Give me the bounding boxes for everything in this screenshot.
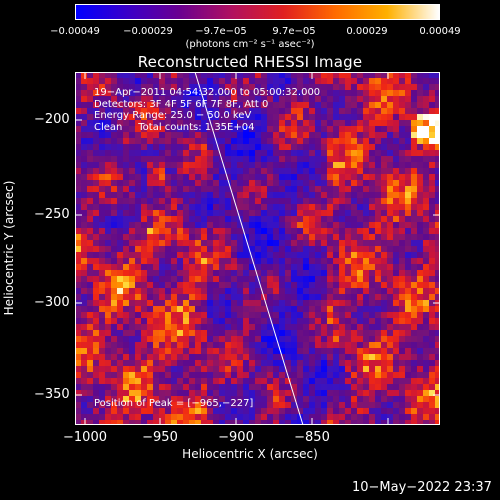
info-line-time: 19−Apr−2011 04:54:32.000 to 05:00:32.000 — [94, 87, 321, 98]
colorbar-tick-label: 0.00029 — [346, 26, 388, 37]
y-axis-title: Heliocentric Y (arcsec) — [2, 180, 16, 316]
colorbar — [75, 4, 440, 20]
info-line-detectors: Detectors: 3F 4F 5F 6F 7F 8F, Att 0 — [94, 98, 269, 110]
colorbar-tick-label: 0.00049 — [419, 26, 461, 37]
plot-title: Reconstructed RHESSI Image — [137, 53, 363, 71]
y-tick-label: −200 — [34, 112, 70, 127]
rhessi-image — [75, 72, 440, 425]
y-tick-label: −250 — [34, 207, 70, 222]
info-line-counts: Clean Total counts: 1.35E+04 — [94, 121, 255, 133]
colorbar-tick-label: −0.00029 — [123, 26, 173, 37]
colorbar-unit: (photons cm⁻² s⁻¹ asec⁻²) — [185, 39, 315, 50]
limb-line-overlay — [194, 72, 304, 425]
info-block: 19−Apr−2011 04:54:32.000 to 05:00:32.000… — [94, 87, 320, 133]
timestamp: 10−May−2022 23:37 — [352, 480, 492, 495]
x-tick-label: −1000 — [63, 430, 107, 445]
colorbar-tick-label: −9.7e−05 — [195, 26, 247, 37]
colorbar-tick-label: −0.00049 — [50, 26, 100, 37]
peak-position: Position of Peak = [−965,−227] — [94, 398, 254, 409]
y-tick-label: −350 — [34, 387, 70, 402]
x-tick-label: −950 — [142, 430, 178, 445]
colorbar-tick-label: 9.7e−05 — [272, 26, 316, 37]
y-tick-label: −300 — [34, 295, 70, 310]
x-axis-title: Heliocentric X (arcsec) — [182, 447, 318, 461]
info-line-energy: Energy Range: 25.0 − 50.0 keV — [94, 110, 252, 121]
x-tick-label: −850 — [294, 430, 330, 445]
plot-frame — [75, 72, 440, 425]
x-tick-label: −900 — [218, 430, 254, 445]
